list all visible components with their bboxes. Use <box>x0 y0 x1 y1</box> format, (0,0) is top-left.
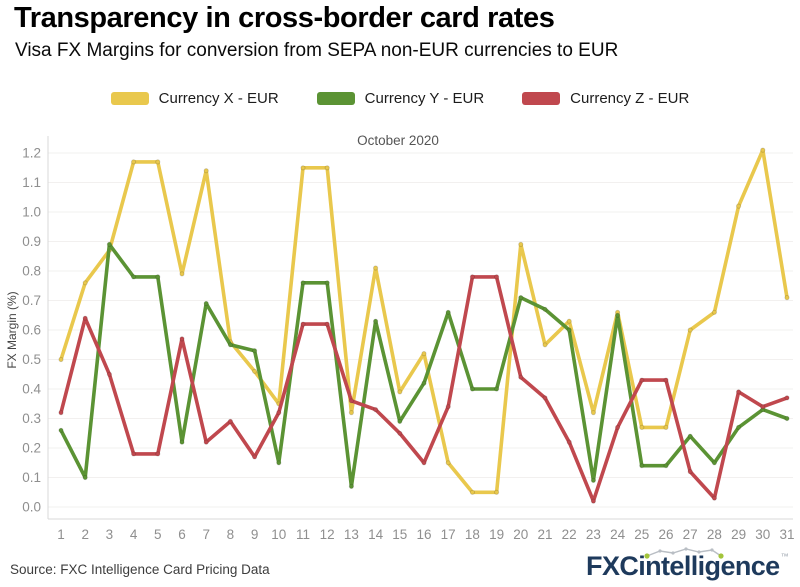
svg-text:20: 20 <box>513 527 528 542</box>
svg-text:0.3: 0.3 <box>22 411 41 426</box>
page-title: Transparency in cross-border card rates <box>14 2 555 34</box>
svg-text:25: 25 <box>634 527 649 542</box>
svg-text:27: 27 <box>683 527 698 542</box>
svg-text:0.0: 0.0 <box>22 500 41 515</box>
svg-text:16: 16 <box>416 527 431 542</box>
svg-text:19: 19 <box>489 527 504 542</box>
svg-text:0.9: 0.9 <box>22 234 41 249</box>
svg-text:29: 29 <box>731 527 746 542</box>
svg-text:October 2020: October 2020 <box>357 133 439 148</box>
fx-margin-line-chart: 0.0 0.1 0.2 0.3 0.4 0.5 0.6 0.7 0.8 0.9 1.0 1.1 1.2 1… <box>5 133 795 542</box>
legend-swatch-currency-z <box>522 92 561 105</box>
legend-swatch-currency-y <box>316 92 355 105</box>
chart-legend: Currency X - EUR Currency Y - EUR Curren… <box>0 90 800 107</box>
svg-text:0.4: 0.4 <box>22 382 41 397</box>
legend-item-currency-x: Currency X - EUR <box>110 90 279 107</box>
svg-text:8: 8 <box>227 527 235 542</box>
svg-text:13: 13 <box>344 527 359 542</box>
source-note: Source: FXC Intelligence Card Pricing Da… <box>10 562 270 577</box>
svg-text:FX Margin (%): FX Margin (%) <box>5 291 19 368</box>
svg-text:17: 17 <box>441 527 456 542</box>
svg-text:7: 7 <box>202 527 210 542</box>
svg-text:21: 21 <box>537 527 552 542</box>
svg-text:24: 24 <box>610 527 626 542</box>
legend-swatch-currency-x <box>110 92 149 105</box>
svg-text:0.2: 0.2 <box>22 441 41 456</box>
fxc-intelligence-logo: FXCintelligence™ <box>586 547 789 581</box>
svg-text:31: 31 <box>779 527 794 542</box>
legend-label-currency-z: Currency Z - EUR <box>570 90 690 107</box>
svg-text:4: 4 <box>130 527 138 542</box>
svg-text:5: 5 <box>154 527 162 542</box>
svg-text:15: 15 <box>392 527 407 542</box>
page-subtitle: Visa FX Margins for conversion from SEPA… <box>15 40 619 61</box>
svg-text:26: 26 <box>658 527 673 542</box>
chart-area: 0.0 0.1 0.2 0.3 0.4 0.5 0.6 0.7 0.8 0.9 1.0 1.1 1.2 1… <box>0 118 800 545</box>
svg-text:30: 30 <box>755 527 770 542</box>
svg-text:9: 9 <box>251 527 259 542</box>
logo-text-rest: intelligence <box>638 551 780 581</box>
legend-item-currency-z: Currency Z - EUR <box>522 90 689 107</box>
svg-text:0.1: 0.1 <box>22 470 41 485</box>
svg-text:6: 6 <box>178 527 186 542</box>
svg-text:3: 3 <box>106 527 114 542</box>
svg-text:18: 18 <box>465 527 480 542</box>
svg-text:0.8: 0.8 <box>22 264 41 279</box>
svg-text:10: 10 <box>271 527 286 542</box>
logo-trademark: ™ <box>780 552 789 561</box>
svg-text:1.0: 1.0 <box>22 205 41 220</box>
legend-label-currency-y: Currency Y - EUR <box>364 90 485 107</box>
legend-label-currency-x: Currency X - EUR <box>158 90 279 107</box>
svg-text:1: 1 <box>57 527 65 542</box>
svg-text:28: 28 <box>707 527 722 542</box>
svg-text:12: 12 <box>320 527 335 542</box>
logo-sparkline-icon <box>644 547 724 559</box>
svg-text:14: 14 <box>368 527 384 542</box>
svg-text:11: 11 <box>296 527 310 542</box>
svg-text:1.1: 1.1 <box>22 175 41 190</box>
svg-text:0.5: 0.5 <box>22 352 41 367</box>
svg-text:1.2: 1.2 <box>22 146 41 161</box>
svg-text:23: 23 <box>586 527 601 542</box>
svg-text:0.7: 0.7 <box>22 293 41 308</box>
logo-text-prefix: FXC <box>586 551 639 581</box>
legend-item-currency-y: Currency Y - EUR <box>316 90 485 107</box>
svg-text:0.6: 0.6 <box>22 323 41 338</box>
svg-text:2: 2 <box>81 527 89 542</box>
svg-text:22: 22 <box>562 527 577 542</box>
